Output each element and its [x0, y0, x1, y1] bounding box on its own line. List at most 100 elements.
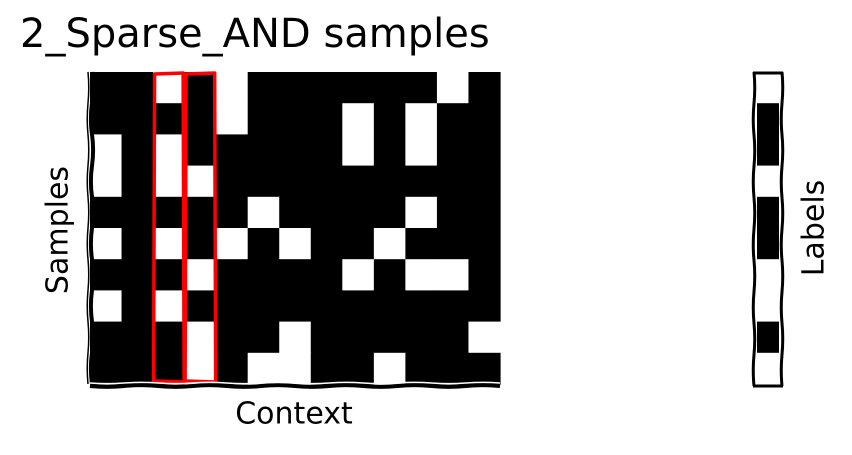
heatmap-cell [373, 259, 406, 291]
heatmap-cell [436, 103, 470, 135]
heatmap-cell [373, 103, 406, 135]
heatmap-cell [153, 321, 186, 354]
left-spine [88, 71, 96, 385]
heatmap-cell [279, 290, 312, 323]
heatmap-cell [405, 352, 438, 385]
label-cell [757, 134, 779, 167]
x-axis-label: Context [235, 396, 353, 432]
heatmap-cell [121, 321, 154, 354]
heatmap-cell [342, 259, 375, 291]
label-cell [757, 72, 779, 104]
label-cell [757, 196, 779, 229]
left-spine-outline [86, 71, 90, 385]
label-cell [757, 321, 779, 354]
heatmap-cell [310, 321, 343, 354]
label-cells [757, 72, 779, 385]
heatmap-cell [247, 165, 280, 198]
heatmap-cell [153, 103, 186, 135]
heatmap-cell [279, 321, 312, 354]
heatmap-cell [436, 165, 470, 198]
heatmap-cell [468, 290, 501, 323]
heatmap-cell [436, 72, 470, 104]
heatmap-cell [90, 228, 123, 260]
bottom-spine-highlight [89, 381, 501, 385]
heatmap-cell [279, 134, 312, 167]
heatmap-cell [121, 352, 154, 385]
heatmap-cell [247, 103, 280, 135]
heatmap-cell [121, 134, 154, 167]
axis-frame [86, 71, 785, 389]
heatmap-cell [90, 165, 123, 198]
heatmap-cell [342, 228, 375, 260]
heatmap-cell [279, 259, 312, 291]
heatmap-cell [90, 290, 123, 323]
heatmap-cell [373, 134, 406, 167]
heatmap-cell [373, 321, 406, 354]
heatmap-cell [216, 196, 249, 229]
heatmap-cell [247, 228, 280, 260]
heatmap-cell [342, 165, 375, 198]
heatmap-cell [310, 134, 343, 167]
heatmap-cell [184, 321, 217, 354]
label-cell [757, 103, 779, 135]
heatmap-cell [121, 196, 154, 229]
heatmap-cell [405, 72, 438, 104]
heatmap-cell [184, 72, 217, 104]
heatmap-cell [279, 165, 312, 198]
heatmap-cell [153, 196, 186, 229]
heatmap-cell [310, 259, 343, 291]
heatmap-cell [90, 352, 123, 385]
heatmap-cell [247, 72, 280, 104]
heatmap-cell [184, 196, 217, 229]
heatmap-cell [436, 196, 470, 229]
heatmap-cell [153, 72, 186, 104]
heatmap-cell [184, 228, 217, 260]
heatmap-cell [90, 134, 123, 167]
heatmap-cell [216, 103, 249, 135]
heatmap-cell [405, 103, 438, 135]
heatmap-cell [184, 259, 217, 291]
heatmap-cell [342, 134, 375, 167]
heatmap-cell [342, 290, 375, 323]
heatmap-cell [90, 321, 123, 354]
heatmap-cell [153, 290, 186, 323]
labels-left-spine [751, 71, 757, 387]
heatmap-cell [184, 103, 217, 135]
heatmap-cell [247, 259, 280, 291]
heatmap-cell [373, 352, 406, 385]
heatmap-cell [405, 290, 438, 323]
heatmap-cell [90, 196, 123, 229]
heatmap-cell [342, 72, 375, 104]
heatmap-cell [279, 228, 312, 260]
heatmap-cell [153, 352, 186, 385]
heatmap-cell [216, 352, 249, 385]
heatmap-cell [310, 290, 343, 323]
label-cell [757, 352, 779, 385]
heatmap-cell [121, 72, 154, 104]
heatmap-cell [216, 321, 249, 354]
heatmap-cell [90, 72, 123, 104]
heatmap-cell [342, 352, 375, 385]
heatmap-cell [153, 259, 186, 291]
heatmap-cell [342, 196, 375, 229]
heatmap-cell [310, 196, 343, 229]
heatmap-cell [342, 321, 375, 354]
heatmap-cell [247, 290, 280, 323]
heatmap-cell [310, 165, 343, 198]
heatmap-cells [90, 72, 501, 385]
heatmap-cell [247, 352, 280, 385]
heatmap-cell [216, 134, 249, 167]
label-cell [757, 165, 779, 198]
heatmap-cell [216, 165, 249, 198]
bottom-spine [89, 383, 501, 389]
heatmap-cell [373, 290, 406, 323]
heatmap-cell [184, 290, 217, 323]
heatmap-cell [468, 321, 501, 354]
heatmap-cell [436, 290, 470, 323]
labels-right-spine [779, 71, 785, 387]
heatmap-cell [405, 165, 438, 198]
heatmap-cell [436, 259, 470, 291]
heatmap-cell [310, 352, 343, 385]
heatmap-cell [436, 321, 470, 354]
